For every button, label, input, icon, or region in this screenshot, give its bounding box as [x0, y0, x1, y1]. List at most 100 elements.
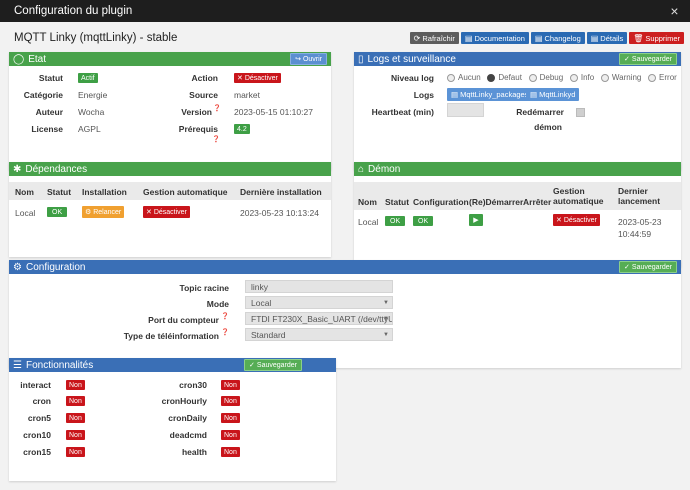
col-redemarrer: (Re)Démarrer: [469, 197, 524, 207]
col-gestion: Gestion automatique: [553, 186, 604, 206]
plugin-title: MQTT Linky (mqttLinky) - stable: [14, 32, 178, 44]
modal-titlebar: Configuration du plugin ×: [0, 0, 690, 22]
check-icon: ✓: [624, 56, 630, 63]
feature-badge: Non: [221, 413, 240, 423]
col-gestion: Gestion automatique: [143, 187, 228, 197]
feature-label: health: [181, 447, 207, 457]
chevron-down-icon: ▼: [383, 332, 389, 338]
demon-row-nom: Local: [358, 217, 379, 227]
feature-badge: Non: [66, 447, 85, 457]
feature-badge: Non: [221, 430, 240, 440]
dep-row-nom: Local: [15, 208, 36, 218]
statut-badge: Actif: [78, 73, 98, 83]
type-select[interactable]: Standard ▼: [245, 328, 393, 341]
topic-input[interactable]: linky: [245, 280, 393, 293]
documentation-button[interactable]: ▤ Documentation: [460, 32, 529, 44]
dependances-header: ✱ Dépendances: [9, 162, 331, 176]
fonctionnalites-header: ☰ Fonctionnalités ✓ Sauvegarder: [9, 358, 336, 372]
gear-icon: ✱: [13, 163, 22, 175]
feature-label: cronDaily: [168, 413, 207, 423]
logs-save-button[interactable]: ✓ Sauvegarder: [619, 53, 677, 65]
refresh-button[interactable]: ⟳ Rafraîchir: [409, 32, 459, 44]
version-label: Version: [181, 107, 212, 117]
fonct-save-button[interactable]: ✓ Sauvegarder: [244, 359, 302, 371]
file-icon: ▤: [530, 90, 538, 99]
auteur-label: Auteur: [35, 107, 63, 117]
help-icon: ❓: [212, 136, 221, 143]
check-icon: ✓: [624, 264, 630, 271]
details-button[interactable]: ▤ Détails: [586, 32, 628, 44]
fonctionnalites-panel: ☰ Fonctionnalités ✓ Sauvegarder interact N…: [9, 358, 336, 481]
feature-badge: Non: [221, 396, 240, 406]
disable-plugin-button[interactable]: ✕ Désactiver: [234, 73, 281, 83]
close-icon[interactable]: ×: [670, 3, 679, 19]
log-mqttlinky-packages-button[interactable]: ▤ MqttLinky_packages: [447, 88, 533, 101]
prerequis-badge: 4.2: [234, 124, 250, 134]
log-level-aucun[interactable]: Aucun: [447, 73, 481, 82]
log-level-defaut[interactable]: Defaut: [487, 73, 522, 82]
help-icon: ❓: [221, 329, 230, 336]
configuration-title: Configuration: [25, 261, 86, 273]
feature-label: cron: [32, 396, 51, 406]
log-level-debug[interactable]: Debug: [528, 73, 563, 82]
demon-status-badge: OK: [385, 216, 406, 226]
log-level-error[interactable]: Error: [648, 73, 677, 82]
help-icon: ❓: [213, 105, 222, 112]
col-dernier: Dernier lancement: [618, 186, 661, 206]
demon-config-badge: OK: [413, 216, 434, 226]
feature-badge: Non: [66, 396, 85, 406]
dep-last-install: 2023-05-23 10:13:24: [240, 208, 319, 218]
feature-label: cron10: [23, 430, 51, 440]
categorie-value: Energie: [78, 90, 108, 100]
demon-disable-auto-button[interactable]: ✕ Désactiver: [553, 214, 600, 226]
top-toolbar: ⟳ Rafraîchir ▤ Documentation ▤ Changelog ▤ D…: [409, 32, 684, 44]
reinstall-button[interactable]: ⚙ Relancer: [82, 206, 125, 218]
log-level-radios: Aucun Defaut Debug Info Warning Error: [447, 73, 677, 82]
x-icon: ✕: [146, 209, 154, 216]
dependances-panel: ✱ Dépendances Nom Statut Installation Ges…: [9, 162, 331, 257]
play-icon: ▶: [473, 217, 479, 224]
mode-label: Mode: [206, 299, 229, 309]
etat-title: Etat: [28, 53, 46, 65]
licence-value: AGPL: [78, 124, 101, 134]
x-icon: ✕: [556, 217, 564, 224]
feature-label: cron15: [23, 447, 51, 457]
chevron-down-icon: ▼: [383, 316, 389, 322]
gears-icon: ⚙: [13, 261, 22, 273]
log-level-info[interactable]: Info: [569, 73, 594, 82]
port-select[interactable]: FTDI FT230X_Basic_UART (/dev/ttyU ▼: [245, 312, 393, 325]
start-demon-button[interactable]: ▶: [469, 214, 483, 226]
bicycle-icon: ⚙: [85, 209, 94, 216]
log-level-warning[interactable]: Warning: [600, 73, 641, 82]
config-save-button[interactable]: ✓ Sauvegarder: [619, 261, 677, 273]
col-statut: Statut: [47, 187, 72, 197]
dep-status-badge: OK: [47, 207, 68, 217]
feature-label: cron30: [179, 380, 207, 390]
feature-label: cronHourly: [161, 396, 207, 406]
logs-panel: ▯ Logs et surveillance ✓ Sauvegarder Nivea…: [354, 52, 681, 170]
delete-button[interactable]: 🗑 Supprimer: [629, 32, 684, 44]
feature-badge: Non: [221, 380, 240, 390]
logs-label: Logs: [413, 90, 434, 100]
redemarrer-checkbox[interactable]: [576, 108, 585, 117]
dep-disable-auto-button[interactable]: ✕ Désactiver: [143, 206, 190, 218]
source-value: market: [234, 90, 260, 100]
book-icon: ▤: [590, 33, 599, 43]
tasks-icon: ☰: [13, 359, 22, 371]
col-nom: Nom: [358, 197, 377, 207]
changelog-button[interactable]: ▤ Changelog: [530, 32, 585, 44]
mode-select[interactable]: Local ▼: [245, 296, 393, 309]
feature-label: deadcmd: [169, 430, 207, 440]
circle-icon: ◯: [13, 53, 25, 65]
configuration-panel: ⚙ Configuration ✓ Sauvegarder Topic racine…: [9, 260, 681, 368]
demon-panel: ⌂ Démon Nom Statut Configuration (Re)Déma…: [354, 162, 681, 267]
file-icon: ▯: [358, 53, 364, 65]
file-icon: ▤: [451, 90, 459, 99]
logs-title: Logs et surveillance: [367, 53, 456, 65]
categorie-label: Catégorie: [23, 90, 63, 100]
open-button[interactable]: ↪ Ouvrir: [290, 53, 327, 65]
log-mqttlinkyd-button[interactable]: ▤ MqttLinkyd: [526, 88, 580, 101]
refresh-icon: ⟳: [413, 33, 421, 43]
heartbeat-input[interactable]: [447, 103, 484, 117]
